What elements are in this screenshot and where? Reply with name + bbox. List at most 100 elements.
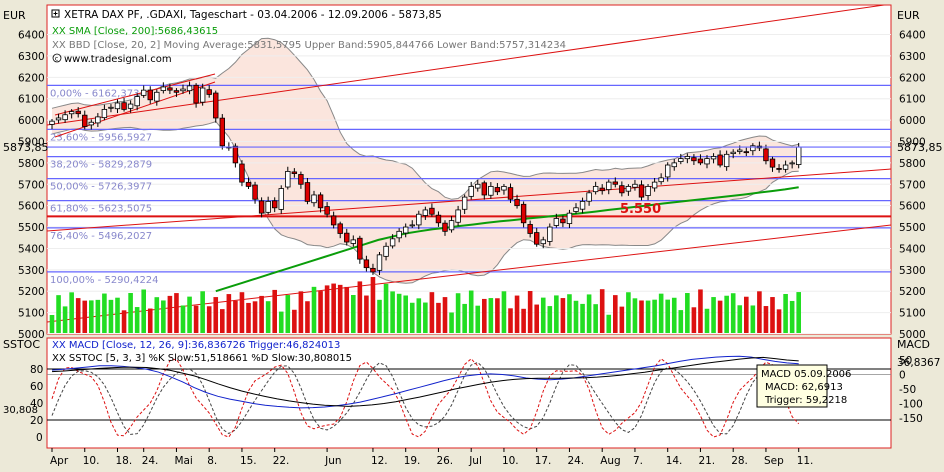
volume-bar [508,308,513,333]
x-tick-label-12: Jul [468,455,482,467]
candle-body [88,121,94,126]
volume-bar [514,295,520,333]
volume-bar [475,305,481,333]
volume-bar [49,315,55,333]
volume-bar [495,298,500,333]
candle-body [658,177,664,183]
candle-body [592,186,599,193]
candle-body [357,237,363,260]
candle-body [723,153,730,168]
candle-body [704,158,710,165]
macd-tick-4: 50 [899,355,912,367]
volume-bar [180,305,186,333]
candle-body [475,183,481,189]
candle-body [494,187,501,193]
price-tick-left-8: 5800 [18,158,45,170]
candle-body [370,267,376,273]
candle-body [199,87,206,103]
price-tick-right-10: 6000 [899,115,926,127]
candle-body [291,171,298,174]
stoch-k-line [51,358,800,438]
volume-bar [534,304,539,333]
x-tick-label-6: 15. [240,455,257,467]
sma-200-line [215,186,799,293]
candle-body [173,90,180,93]
tooltip-date: MACD 05.09.2006 [761,369,851,380]
volume-bar [665,299,670,333]
price-tick-left-5: 5500 [18,222,45,234]
price-tick-right-12: 6200 [899,72,926,84]
volume-bar [62,306,68,333]
candle-body [245,181,252,187]
candle-body [82,114,88,127]
candle-body [691,157,697,162]
indicator-plot-area[interactable] [46,337,892,449]
volume-bar [383,283,389,333]
top-right-unit: EUR [897,9,920,22]
candle-body [258,200,265,214]
candle-body [344,232,350,243]
volume-bar [95,299,101,333]
candle-body [154,91,160,102]
volume-bar [154,297,160,333]
price-tick-left-0: 5000 [18,329,45,341]
x-tick-label-18: 14. [666,455,683,467]
volume-bar [351,295,356,333]
volume-bar [206,306,212,333]
candle-body [730,151,736,154]
candle-body [330,215,337,226]
x-tick-label-2: 18. [116,455,133,467]
volume-bar [161,300,166,333]
candle-body [468,186,474,197]
price-tick-left-10: 6000 [18,115,45,127]
volume-bar [285,295,291,333]
volume-bar [554,295,559,333]
volume-bar [567,294,572,333]
volume-bar [540,297,546,333]
fib-label-5: 76,40% - 5496,2027 [50,231,152,242]
volume-bar [652,299,657,333]
candle-body [769,158,776,168]
volume-bar [626,292,631,333]
candle-body [140,89,147,96]
volume-bar [220,309,225,333]
candle-body [337,223,343,234]
candle-body [416,213,422,226]
tooltip-macd: MACD: 62,6913 [765,382,843,393]
price-tick-right-14: 6400 [899,30,926,42]
candle-body [396,230,402,239]
volume-bar [658,293,664,333]
x-tick-label-19: 21. [698,455,715,467]
bollinger-band-fill [52,38,799,284]
volume-bar [521,308,526,333]
candle-body [311,194,317,204]
volume-bar [115,297,120,333]
sma-legend: XX SMA [Close, 200]:5686,43615 [52,26,218,37]
candle-body [743,151,749,154]
expand-icon[interactable] [51,9,60,18]
price-tick-left-14: 6400 [18,30,45,42]
candle-body [547,226,553,242]
candle-body [586,192,592,202]
price-tick-right-13: 6300 [899,51,926,63]
candle-body [789,162,795,165]
fib-label-1: 23,60% - 5956,5927 [50,132,152,143]
macd-legend: XX MACD [Close, 12, 26, 9]:36,836726 Tri… [52,340,340,351]
candle-body [455,209,461,223]
candle-body [520,203,527,224]
tooltip-trigger: Trigger: 59,2218 [764,395,847,406]
volume-bar [711,297,716,333]
candle-body [651,181,658,189]
website-label: www.tradesignal.com [64,54,172,65]
macd-marker: 36,8367 [897,357,940,369]
candle-body [219,117,225,147]
sstoc-tick-4: 80 [30,364,43,376]
candle-body [796,146,802,165]
x-tick-label-0: Apr [50,455,69,467]
candle-body [55,117,62,121]
price-tick-right-3: 5300 [899,265,926,277]
volume-bar [128,293,133,333]
candle-body [180,88,186,92]
x-tick-label-7: 22. [273,455,290,467]
